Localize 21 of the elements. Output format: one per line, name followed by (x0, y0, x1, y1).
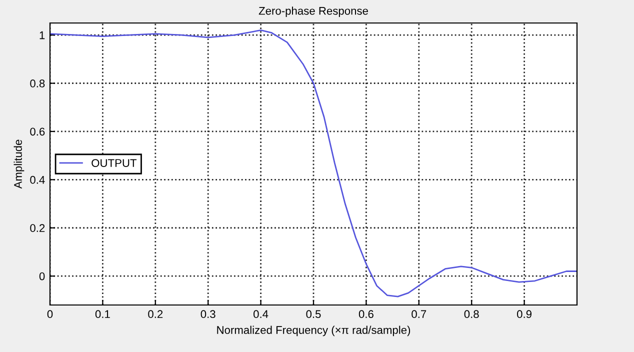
y-tick-label: 0.8 (30, 80, 45, 88)
x-tick-label: 0.1 (95, 310, 110, 318)
x-tick-label: 0.7 (412, 310, 426, 318)
y-tick-label: 0.6 (30, 128, 45, 136)
y-tick-label: 0.4 (30, 176, 45, 184)
x-tick-label: 0.9 (517, 310, 532, 318)
x-tick-label: 0.4 (254, 310, 268, 318)
x-tick-label: 0 (47, 310, 53, 318)
y-tick-label: 0 (39, 272, 45, 280)
chart-title: Zero-phase Response (258, 6, 368, 17)
x-tick-label: 0.8 (464, 310, 479, 318)
x-tick-label: 0.6 (358, 310, 374, 318)
x-tick-label: 0.2 (148, 310, 163, 318)
x-tick-label: 0.5 (306, 310, 321, 318)
y-axis-title: Amplitude (14, 140, 24, 189)
x-axis-title: Normalized Frequency (×π rad/sample) (217, 326, 410, 336)
x-tick-label: 0.3 (200, 310, 216, 318)
line-series (50, 30, 577, 298)
y-tick-label: 1 (40, 31, 45, 40)
legend-label: OUTPUT (92, 159, 137, 167)
y-tick-label: 0.2 (30, 224, 45, 232)
